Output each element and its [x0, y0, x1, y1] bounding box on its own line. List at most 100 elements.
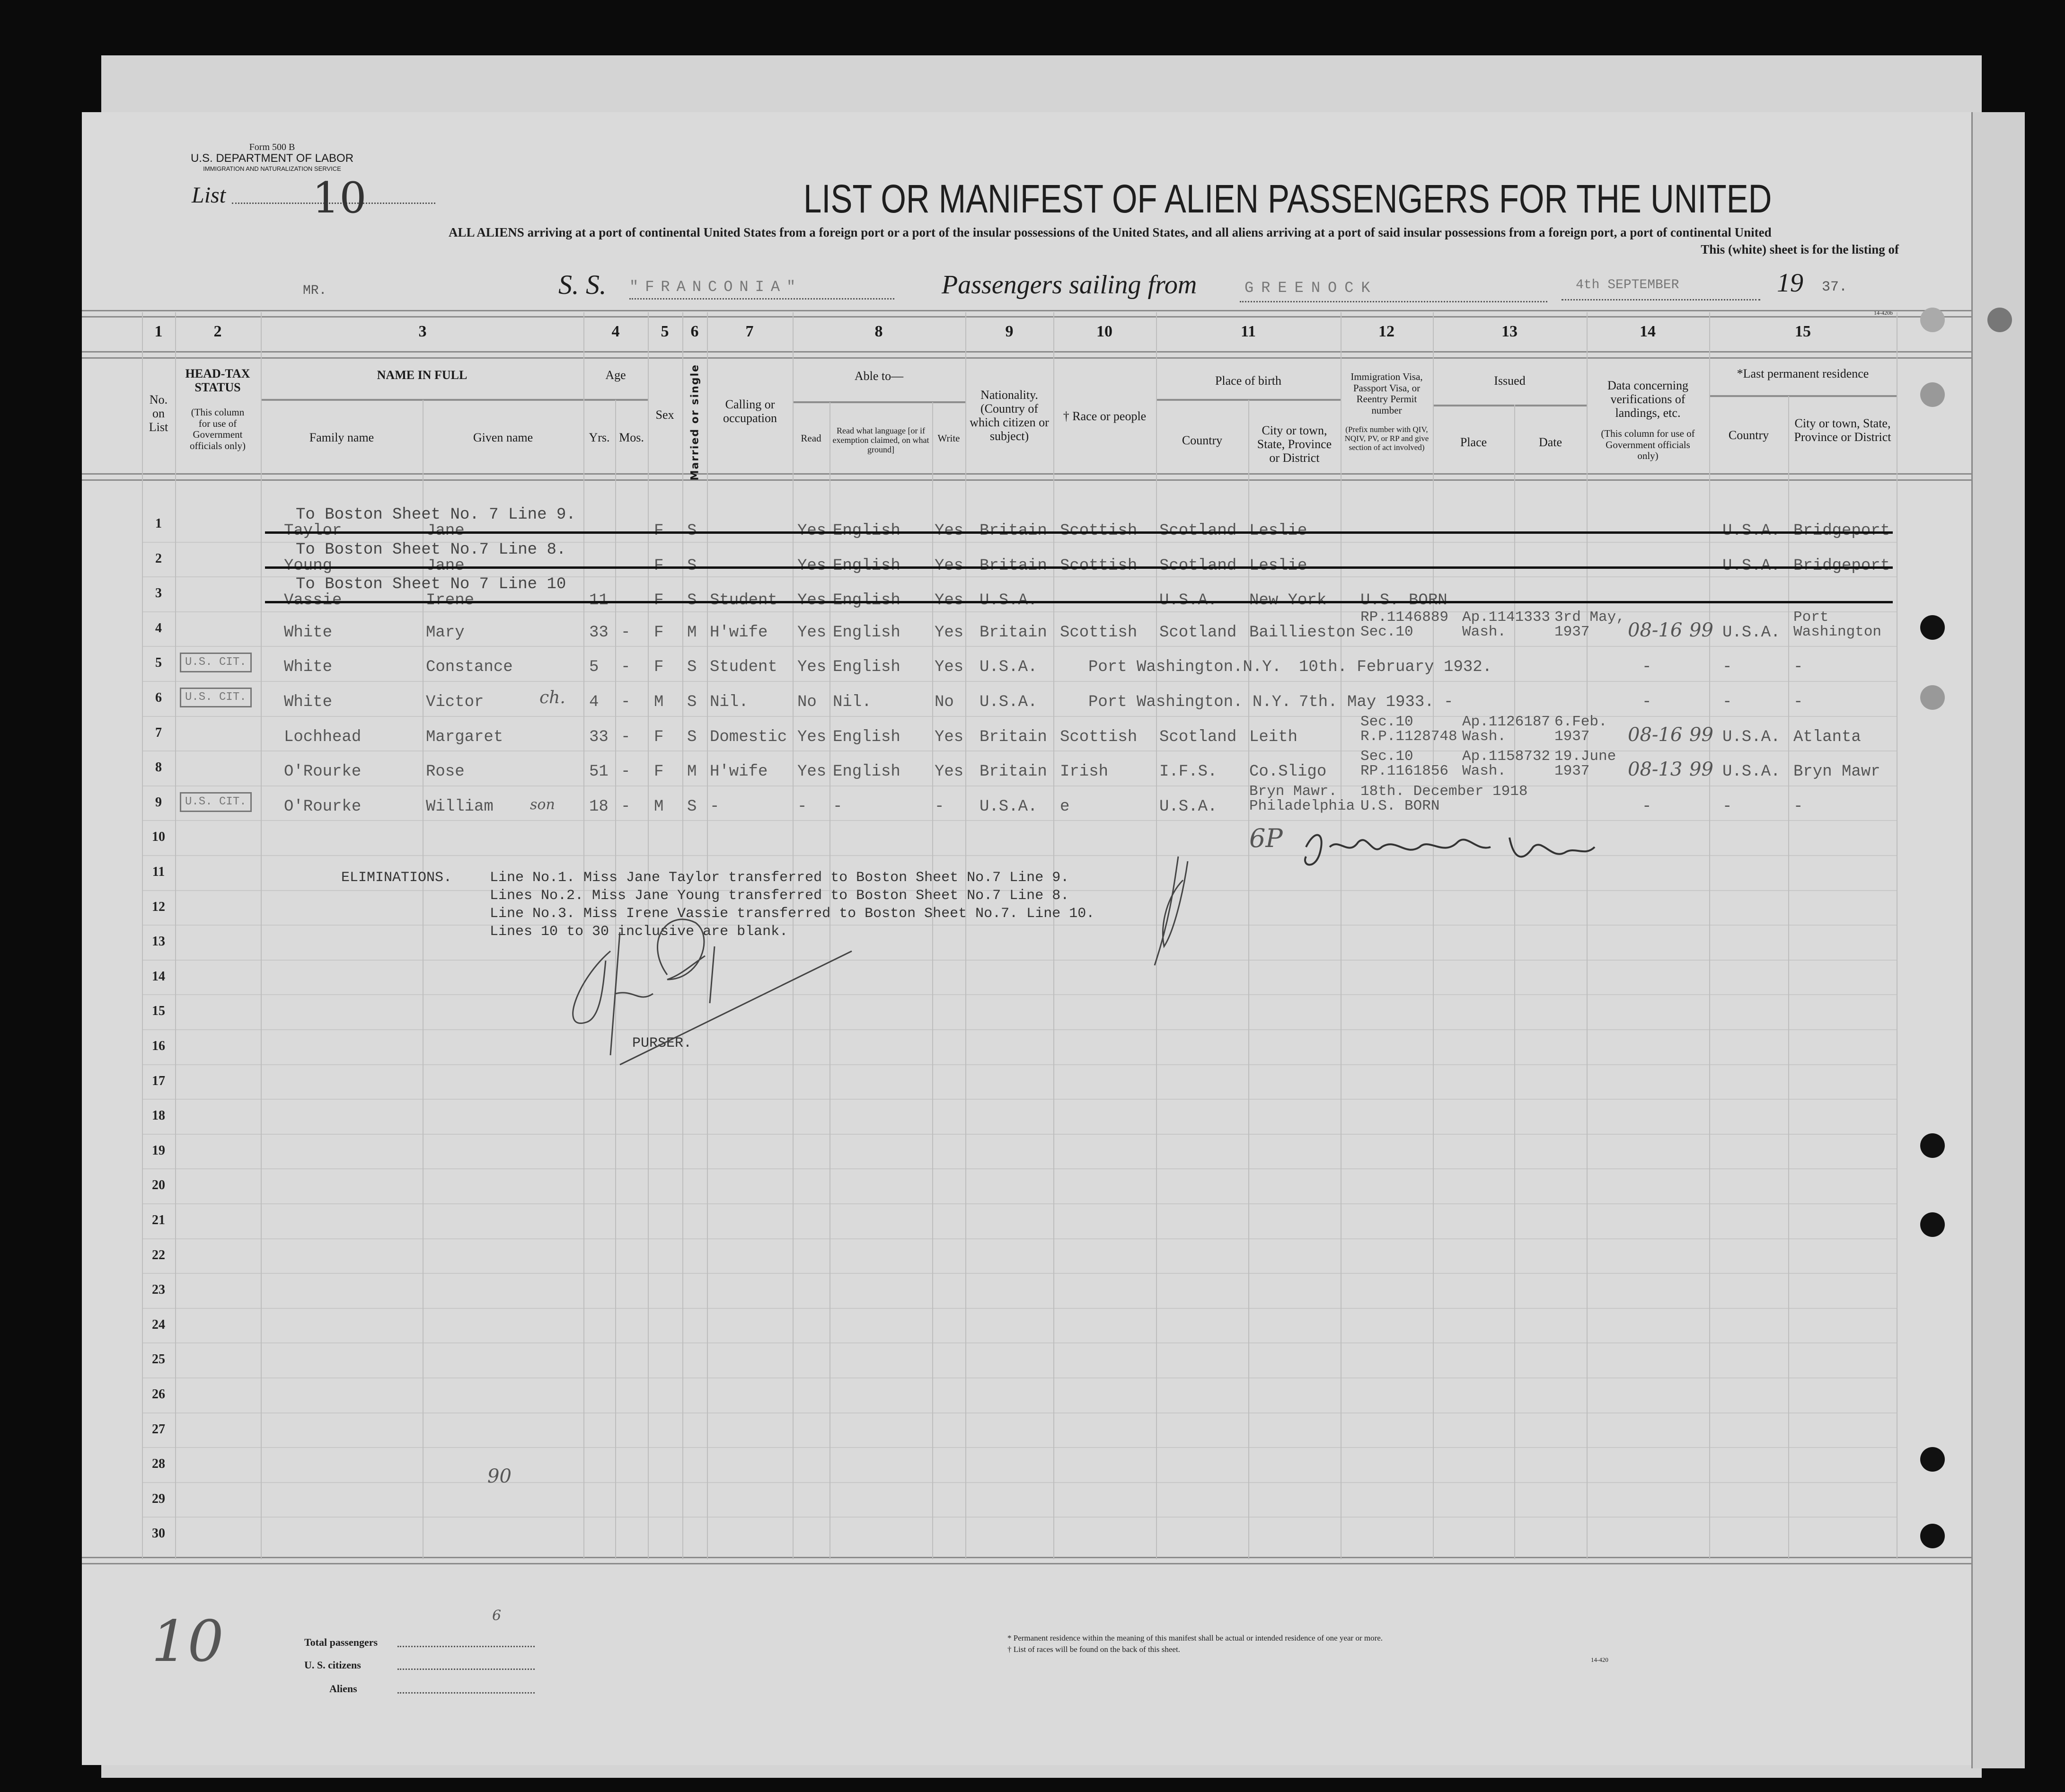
cell-res-country: - — [1722, 693, 1732, 711]
column-rule — [583, 312, 584, 1559]
column-number: 8 — [874, 323, 883, 340]
column-number: 6 — [690, 323, 699, 340]
cell-visa: Sec.10 — [1360, 713, 1413, 730]
handwritten-note: 08-16 — [1628, 724, 1683, 746]
cell-res-country: U.S.A. — [1722, 763, 1781, 781]
cell-nationality: U.S.A. — [980, 591, 1038, 610]
binder-hole — [1920, 382, 1945, 407]
binder-hole — [1920, 685, 1945, 710]
cell-visa: U.S. BORN — [1360, 591, 1447, 610]
cell-family: O'Rourke — [284, 763, 362, 781]
cell-visa: Sec.10 — [1360, 623, 1413, 640]
row-rule — [142, 1099, 1897, 1100]
row-rule — [142, 1133, 1897, 1135]
line-number: 26 — [152, 1387, 165, 1402]
cell-marital: M — [687, 763, 697, 781]
strike-through-line — [265, 566, 1893, 569]
row-rule — [142, 1412, 1897, 1413]
cell-birth-city: New York — [1249, 591, 1327, 610]
cell-read: Yes — [797, 522, 827, 540]
cell-given: Victor — [426, 693, 484, 711]
cell-yrs: 18 — [589, 797, 609, 816]
cell-given: Mary — [426, 623, 465, 642]
cell-birth-city: Co.Sligo — [1249, 763, 1327, 781]
header-data14-note: (This column for use of Government offic… — [1601, 428, 1695, 462]
line-number: 18 — [152, 1108, 165, 1123]
cell-birth-country: U.S.A. — [1159, 797, 1218, 816]
header-no-on-list: No. on List — [149, 393, 168, 434]
cell-visa: Sec.10 — [1360, 748, 1413, 765]
ss-label: S. S. — [558, 269, 607, 300]
cell-visa: RP.1146889 — [1360, 609, 1449, 626]
cell-res-country: U.S.A. — [1722, 728, 1781, 746]
column-number: 4 — [611, 323, 620, 340]
handwritten-note: 99 — [1689, 759, 1713, 781]
cell-write: Yes — [935, 658, 964, 677]
line-number: 13 — [152, 934, 165, 949]
row-rule — [142, 1029, 1897, 1030]
row-rule — [142, 1517, 1897, 1518]
cell-given: Jane — [426, 522, 465, 540]
column-rule — [1587, 312, 1588, 1559]
header-visa: Immigration Visa, Passport Visa, or Reen… — [1350, 371, 1423, 416]
line-number: 7 — [155, 725, 162, 740]
cell-read: Yes — [797, 658, 827, 677]
year-suffix: 37. — [1822, 279, 1848, 295]
cell-nationality: Britain — [980, 728, 1047, 746]
cell-language: English — [833, 623, 900, 642]
header-issued: Issued — [1494, 374, 1526, 388]
column-number: 7 — [745, 323, 754, 340]
line-number: 17 — [152, 1073, 165, 1088]
row-rule — [142, 1482, 1897, 1483]
handwritten-note: 6P — [1249, 823, 1283, 853]
list-label: List — [192, 183, 226, 208]
row-rule — [142, 820, 1897, 821]
port: GREENOCK — [1244, 279, 1378, 297]
cell-calling: Student — [710, 591, 777, 610]
header-family-name: Family name — [309, 431, 374, 444]
row-rule — [142, 576, 1897, 578]
cell-res-city: Washington — [1793, 623, 1882, 640]
us-citizens-field — [397, 1668, 535, 1670]
handwritten-note: 10 — [151, 1609, 224, 1675]
cell-marital: S — [687, 658, 697, 677]
cell-sex: F — [654, 591, 664, 610]
row-rule — [142, 959, 1897, 961]
header-issued-date: Date — [1538, 435, 1562, 449]
row-rule — [142, 1064, 1897, 1065]
line-number: 3 — [155, 586, 162, 601]
handwritten-note: 08-13 — [1628, 759, 1683, 781]
header-married: Married or single — [689, 364, 701, 481]
cell-mos: - — [621, 763, 631, 781]
cell-issued-place: Wash. — [1462, 623, 1507, 640]
cell-family: White — [284, 623, 333, 642]
cell-birth-date: 7th. May 1933. - — [1299, 693, 1454, 711]
cell-nationality: U.S.A. — [980, 693, 1038, 711]
header-head-tax-note: (This column for use of Government offic… — [189, 406, 246, 451]
column-number: 14 — [1640, 323, 1656, 340]
row-rule — [142, 1447, 1897, 1448]
rule-able — [793, 401, 965, 403]
cell-mos: - — [621, 693, 631, 711]
page-title: LIST OR MANIFEST OF ALIEN PASSENGERS FOR… — [803, 177, 1772, 221]
line-number: 9 — [155, 794, 162, 810]
cell-birth-country: Scotland — [1159, 623, 1237, 642]
cell-given: Rose — [426, 763, 465, 781]
cell-write: Yes — [935, 556, 964, 575]
cell-visa: RP.1161856 — [1360, 763, 1449, 780]
cell-issued-place: Wash. — [1462, 728, 1507, 745]
cell-read: Yes — [797, 763, 827, 781]
column-number: 10 — [1096, 323, 1112, 340]
cell-res-city: Bridgeport — [1793, 556, 1890, 575]
rule-top — [82, 310, 1971, 318]
cell-nationality: Britain — [980, 522, 1047, 540]
cell-yrs: 11 — [589, 591, 609, 610]
head-tax-stamp: U.S. CIT. — [180, 792, 252, 812]
column-rule — [1433, 312, 1434, 1559]
cell-marital: S — [687, 693, 697, 711]
column-rule — [1788, 396, 1789, 1559]
cell-write: - — [935, 797, 944, 816]
cell-visa: 18th. December 1918 — [1360, 783, 1528, 800]
cell-language: - — [833, 797, 843, 816]
cell-language: English — [833, 728, 900, 746]
